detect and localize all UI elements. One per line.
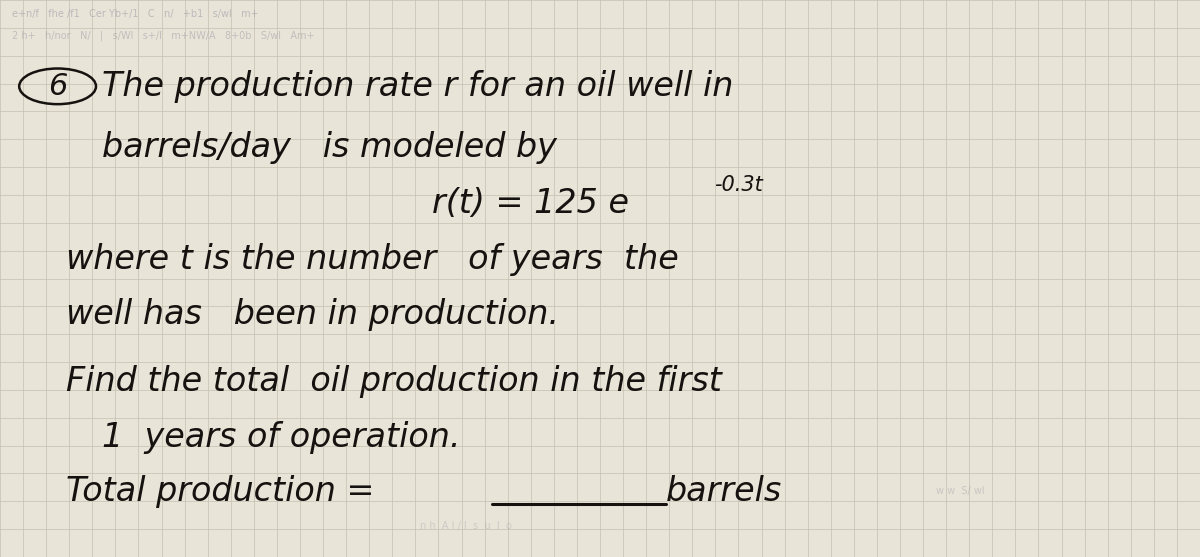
Text: where t is the number   of years  the: where t is the number of years the bbox=[66, 242, 679, 276]
Text: 2 h+   h/nor   N/   |   s/Wl   s+/l   m+NW/A   8+0b   S/wl   Am+: 2 h+ h/nor N/ | s/Wl s+/l m+NW/A 8+0b S/… bbox=[12, 31, 314, 41]
Text: -0.3t: -0.3t bbox=[714, 175, 763, 195]
Text: w w  S/ wl: w w S/ wl bbox=[936, 486, 985, 496]
Text: r(t) = 125 e: r(t) = 125 e bbox=[432, 187, 629, 220]
Text: barrels/day   is modeled by: barrels/day is modeled by bbox=[102, 131, 557, 164]
Text: barrels: barrels bbox=[666, 475, 782, 508]
Text: well has   been in production.: well has been in production. bbox=[66, 298, 559, 331]
Text: n h  A I / l  s  u  I  o: n h A I / l s u I o bbox=[420, 521, 512, 531]
Text: The production rate r for an oil well in: The production rate r for an oil well in bbox=[102, 70, 733, 103]
Text: Total production =: Total production = bbox=[66, 475, 374, 508]
Text: Find the total  oil production in the first: Find the total oil production in the fir… bbox=[66, 365, 722, 398]
Text: 1  years of operation.: 1 years of operation. bbox=[102, 421, 461, 454]
Text: 6: 6 bbox=[48, 72, 67, 101]
Text: e+n/f   fhe /f1   Cer Yb+/1   C   n/   +b1   s/wl   m+: e+n/f fhe /f1 Cer Yb+/1 C n/ +b1 s/wl m+ bbox=[12, 9, 259, 19]
